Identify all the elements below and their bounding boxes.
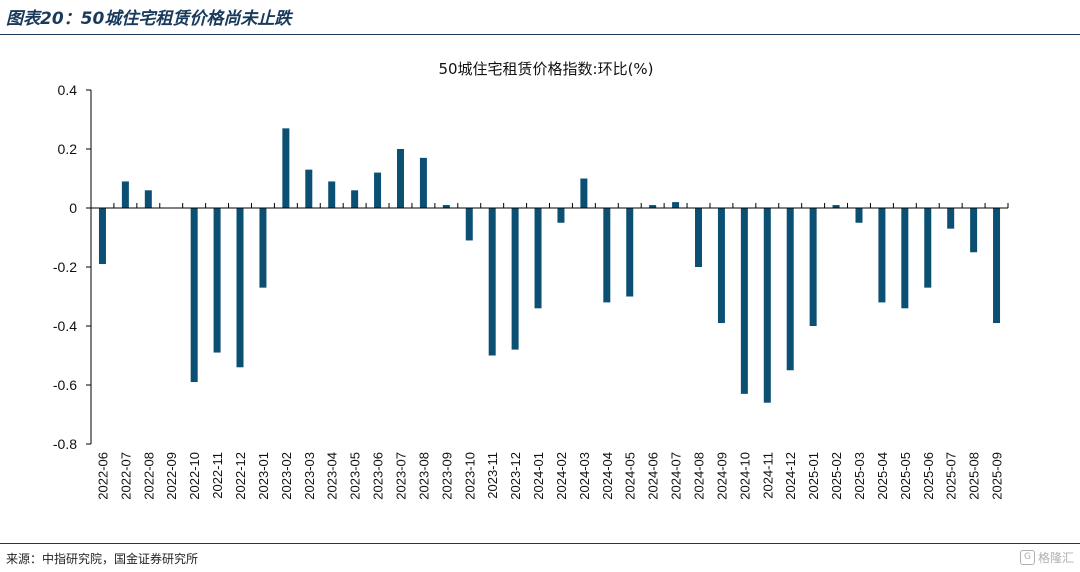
x-tick-label: 2023-03 <box>302 452 317 500</box>
bar <box>878 208 886 303</box>
x-tick-label: 2023-12 <box>508 452 523 500</box>
x-tick-label: 2024-12 <box>783 452 798 500</box>
bar <box>695 208 703 267</box>
bar <box>626 208 634 297</box>
x-tick-label: 2025-01 <box>806 452 821 500</box>
x-tick-label: 2024-01 <box>531 452 546 500</box>
x-tick-label: 2025-05 <box>898 452 913 500</box>
x-tick-label: 2025-03 <box>852 452 867 500</box>
x-tick-label: 2023-08 <box>416 452 431 500</box>
source-note: 来源：中指研究院，国金证券研究所 <box>6 552 199 566</box>
watermark-logo-icon: G <box>1019 550 1035 565</box>
bar <box>488 208 496 356</box>
figure-title: 图表20：50城住宅租赁价格尚未止跌 <box>6 9 292 29</box>
x-tick-label: 2024-09 <box>714 452 729 500</box>
x-tick-label: 2025-04 <box>875 452 890 500</box>
bar <box>993 208 1001 324</box>
x-tick-label: 2024-02 <box>554 452 569 500</box>
bar <box>351 190 359 208</box>
x-tick-label: 2024-11 <box>760 452 775 499</box>
bar <box>970 208 978 253</box>
x-tick-label: 2025-09 <box>990 452 1005 500</box>
x-tick-label: 2024-05 <box>623 452 638 500</box>
bar <box>855 208 863 223</box>
x-tick-label: 2023-01 <box>256 452 271 500</box>
bar <box>649 205 657 208</box>
bar <box>786 208 794 371</box>
y-axis: 0.4 0.2 0 -0.2 -0.4 -0.6 -0.8 <box>53 82 92 452</box>
bar <box>190 208 198 383</box>
x-tick-label: 2023-07 <box>393 452 408 500</box>
x-tick-label: 2024-08 <box>692 452 707 500</box>
x-tick-label: 2023-09 <box>439 452 454 500</box>
bar <box>580 178 588 208</box>
bar-series <box>98 128 1001 403</box>
x-tick-label: 2024-06 <box>646 452 661 500</box>
bar <box>374 172 382 208</box>
bar-chart: 50城住宅租赁价格指数:环比(%) 0.4 0.2 0 -0.2 -0.4 -0.6 -0.… <box>53 60 1009 500</box>
x-tick-label: 2025-07 <box>944 452 959 500</box>
bar <box>511 208 519 350</box>
bar <box>832 205 840 208</box>
x-tick-label: 2022-11 <box>210 452 225 499</box>
x-tick-label: 2024-07 <box>669 452 684 500</box>
bar <box>328 181 336 208</box>
y-tick-label: 0.4 <box>58 82 78 98</box>
bar <box>947 208 955 229</box>
bar <box>419 157 427 208</box>
bar <box>717 208 725 324</box>
x-tick-label: 2023-10 <box>462 452 477 500</box>
bar <box>465 208 473 241</box>
x-tick-label: 2025-08 <box>967 452 982 500</box>
bar <box>305 169 313 208</box>
chart-title: 50城住宅租赁价格指数:环比(%) <box>438 60 653 78</box>
bar <box>121 181 129 208</box>
bar <box>98 208 106 265</box>
x-tick-label: 2023-05 <box>348 452 363 500</box>
y-tick-label: 0 <box>69 200 77 216</box>
bar <box>442 205 450 208</box>
y-tick-label: 0.2 <box>58 141 78 157</box>
y-tick-label: -0.6 <box>53 377 77 393</box>
x-tick-label: 2022-07 <box>118 452 133 500</box>
x-tick-label: 2022-08 <box>141 452 156 500</box>
x-tick-label: 2024-04 <box>600 452 615 500</box>
top-divider <box>0 34 1080 35</box>
x-tick-label: 2023-06 <box>371 452 386 500</box>
bar <box>534 208 542 309</box>
y-tick-label: -0.2 <box>53 259 77 275</box>
bar <box>809 208 817 326</box>
x-tick-label: 2025-02 <box>829 452 844 500</box>
x-tick-label: 2023-02 <box>279 452 294 500</box>
bar <box>236 208 244 368</box>
watermark-text: 格隆汇 <box>1037 551 1074 565</box>
bar <box>901 208 909 309</box>
bar <box>144 190 152 208</box>
x-axis: 2022-06 2022-07 2022-08 2022-09 2022-10 2022-… <box>90 203 1009 500</box>
x-tick-label: 2023-04 <box>325 452 340 500</box>
watermark: G 格隆汇 <box>1019 549 1074 566</box>
bar <box>259 208 267 288</box>
x-tick-label: 2022-06 <box>95 452 110 500</box>
bottom-divider <box>0 543 1080 544</box>
y-tick-label: -0.4 <box>53 318 77 334</box>
bar <box>740 208 748 394</box>
bar <box>672 202 680 208</box>
x-tick-label: 2022-12 <box>233 452 248 500</box>
bar <box>557 208 565 223</box>
bar <box>924 208 932 288</box>
bar <box>282 128 290 208</box>
bar <box>396 149 404 208</box>
bar <box>213 208 221 353</box>
x-tick-label: 2023-11 <box>485 452 500 499</box>
x-tick-label: 2022-09 <box>164 452 179 500</box>
x-tick-label: 2024-03 <box>577 452 592 500</box>
y-tick-label: -0.8 <box>53 436 77 452</box>
x-tick-label: 2024-10 <box>737 452 752 500</box>
bar <box>603 208 611 303</box>
x-tick-label: 2022-10 <box>187 452 202 500</box>
bar <box>763 208 771 403</box>
x-tick-label: 2025-06 <box>921 452 936 500</box>
